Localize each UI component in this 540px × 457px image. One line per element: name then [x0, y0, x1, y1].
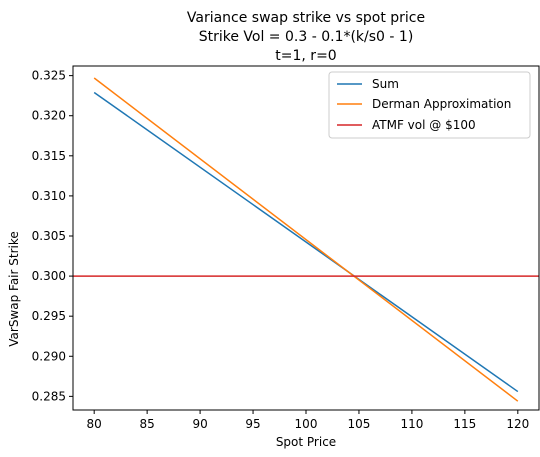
x-tick-label: 90 [192, 417, 207, 431]
legend: Sum Derman Approximation ATMF vol @ $100 [328, 71, 531, 139]
legend-box [328, 71, 531, 139]
y-tick-label: 0.295 [32, 309, 66, 323]
y-tick-label: 0.290 [32, 349, 66, 363]
x-tick-label: 95 [245, 417, 260, 431]
y-tick-label: 0.320 [32, 109, 66, 123]
x-tick-label: 105 [348, 417, 371, 431]
y-tick-label: 0.305 [32, 229, 66, 243]
x-axis-label: Spot Price [276, 435, 336, 449]
x-tick-label: 100 [295, 417, 318, 431]
title-line-1: Variance swap strike vs spot price [187, 10, 425, 26]
x-tick-label: 115 [453, 417, 476, 431]
x-tick-label: 85 [139, 417, 154, 431]
title-line-3: t=1, r=0 [275, 48, 336, 64]
x-tick-label: 120 [506, 417, 529, 431]
chart-title: Variance swap strike vs spot price Strik… [187, 10, 425, 64]
title-line-2: Strike Vol = 0.3 - 0.1*(k/s0 - 1) [199, 29, 414, 45]
y-tick-label: 0.300 [32, 269, 66, 283]
x-axis-ticks: 80 85 90 95 100 105 110 115 120 [87, 410, 529, 431]
legend-label-atmf: ATMF vol @ $100 [372, 118, 476, 132]
x-tick-label: 80 [87, 417, 102, 431]
series-line-sum [93, 91, 519, 393]
y-tick-label: 0.285 [32, 389, 66, 403]
y-tick-label: 0.310 [32, 189, 66, 203]
y-tick-label: 0.315 [32, 149, 66, 163]
y-tick-label: 0.325 [32, 69, 66, 83]
series-line-derman [93, 77, 519, 402]
series-lines [73, 77, 539, 402]
y-axis-ticks: 0.285 0.290 0.295 0.300 0.305 0.310 0.315 0.320… [32, 69, 73, 403]
x-tick-label: 110 [400, 417, 423, 431]
plot-area: 80 85 90 95 100 105 110 115 120 0.2850.2900.2950… [32, 65, 540, 431]
legend-label-derman: Derman Approximation [372, 97, 511, 111]
legend-label-sum: Sum [372, 77, 399, 91]
plot-frame [72, 65, 540, 411]
y-axis-label: VarSwap Fair Strike [7, 231, 21, 347]
